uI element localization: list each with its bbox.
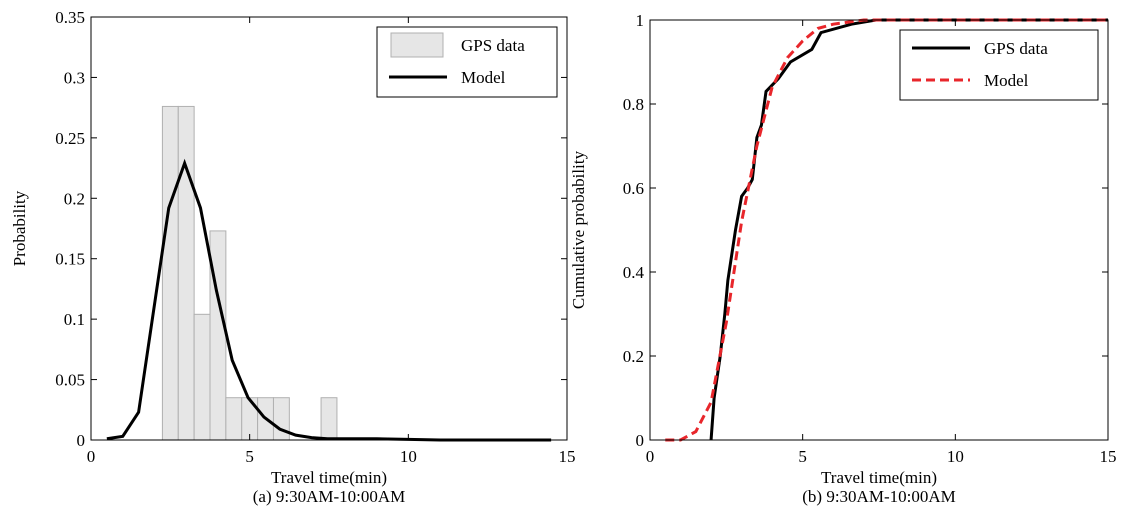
legend-label: GPS data	[984, 39, 1048, 58]
y-tick-label: 0.25	[55, 129, 85, 148]
x-tick-label: 5	[245, 447, 254, 466]
y-tick-label: 0.15	[55, 250, 85, 269]
legend-swatch	[390, 32, 444, 58]
histogram-bar	[161, 105, 179, 441]
legend-label: Model	[984, 71, 1029, 90]
y-tick-label: 1	[636, 11, 645, 30]
x-tick-label: 15	[559, 447, 576, 466]
y-tick-label: 0.35	[55, 8, 85, 27]
histogram-bar	[177, 105, 195, 441]
y-axis-label: Cumulative probability	[569, 150, 588, 309]
legend-label: GPS data	[461, 36, 525, 55]
legend-box	[899, 29, 1099, 101]
y-tick-label: 0.6	[623, 179, 644, 198]
histogram-bar	[272, 397, 290, 441]
x-axis-label: Travel time(min)	[271, 468, 387, 487]
x-axis-label: Travel time(min)	[821, 468, 937, 487]
x-tick-label: 0	[87, 447, 96, 466]
y-tick-label: 0.1	[64, 310, 85, 329]
series-line	[709, 18, 1108, 441]
y-tick-label: 0	[636, 431, 645, 450]
y-tick-label: 0.2	[623, 347, 644, 366]
y-tick-label: 0.2	[64, 189, 85, 208]
histogram-bar	[193, 313, 211, 441]
y-tick-label: 0.8	[623, 95, 644, 114]
histogram-bar	[320, 397, 338, 441]
histogram-bar	[225, 397, 243, 441]
y-tick-label: 0.05	[55, 371, 85, 390]
axes-frame	[90, 16, 568, 441]
caption: (a) 9:30AM-10:00AM	[253, 487, 406, 506]
x-tick-label: 10	[400, 447, 417, 466]
x-tick-label: 10	[947, 447, 964, 466]
y-tick-label: 0.4	[623, 263, 645, 282]
x-tick-label: 5	[798, 447, 807, 466]
y-tick-label: 0.3	[64, 68, 85, 87]
x-tick-label: 15	[1100, 447, 1117, 466]
legend-label: Model	[461, 68, 506, 87]
y-tick-label: 0	[77, 431, 86, 450]
axes-frame	[649, 19, 1109, 441]
caption: (b) 9:30AM-10:00AM	[802, 487, 955, 506]
x-tick-label: 0	[646, 447, 655, 466]
series-line	[665, 18, 1108, 442]
y-axis-label: Probability	[10, 190, 29, 266]
